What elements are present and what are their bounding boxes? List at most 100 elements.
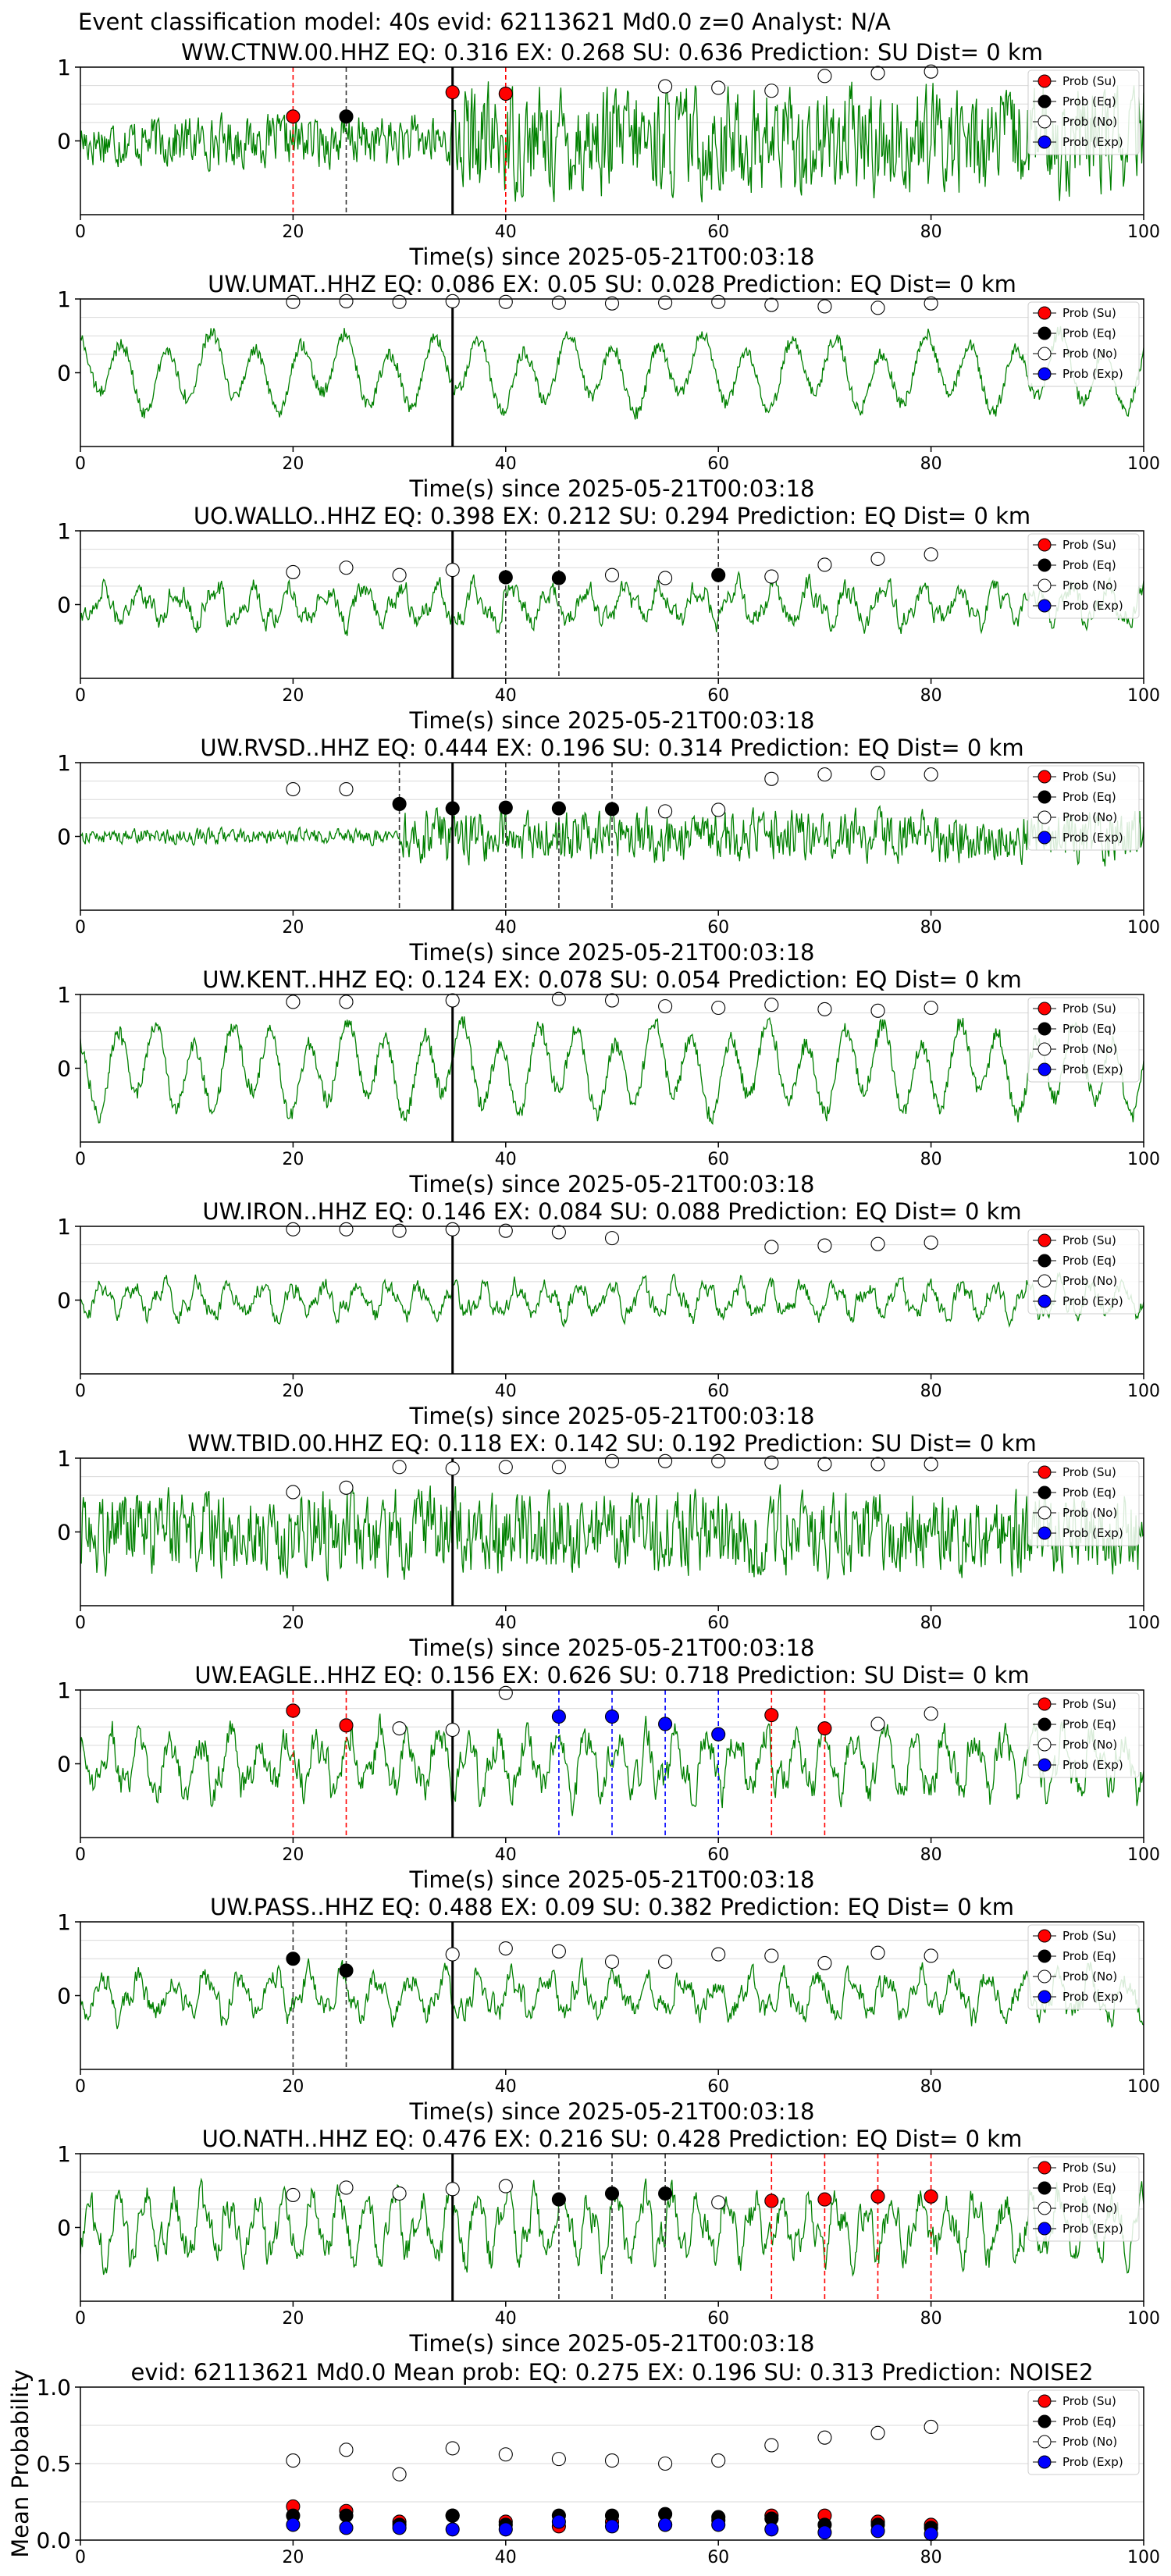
prob-point-no	[392, 568, 407, 582]
prob-point-no	[286, 2187, 301, 2202]
legend-marker-eq	[1038, 1717, 1052, 1731]
prob-point-no	[498, 2447, 513, 2462]
prob-point-eq	[551, 801, 566, 816]
waveform-trace	[80, 570, 1144, 636]
prob-point-no	[551, 1460, 566, 1475]
x-tick-label: 20	[282, 1150, 304, 1169]
legend-label-no: Prob (No)	[1062, 2201, 1117, 2215]
panel-0: 0 20 40 60 80 100 0 1 WW.CTNW.00.HHZ EQ: 0.316 E…	[57, 39, 1160, 270]
legend-frame	[1027, 69, 1140, 155]
legend-label-eq: Prob (Eq)	[1062, 1254, 1116, 1268]
x-tick-label: 20	[282, 2548, 304, 2567]
legend-marker-eq	[1038, 790, 1052, 804]
waveform-trace	[80, 1272, 1144, 1328]
legend-label-no: Prob (No)	[1062, 2435, 1117, 2449]
x-axis-label: Time(s) since 2025-05-21T00:03:18	[409, 1171, 815, 1197]
x-tick-label: 100	[1127, 2548, 1160, 2567]
prob-point-no	[445, 1947, 460, 1962]
waveform-trace	[80, 1484, 1144, 1582]
prob-point-no	[764, 2438, 779, 2453]
prob-point-no	[445, 2182, 460, 2197]
legend-label-exp: Prob (Exp)	[1062, 2455, 1123, 2469]
legend-marker-eq	[1038, 1022, 1052, 1036]
prob-point-no	[551, 2452, 566, 2467]
legend-marker-exp	[1038, 2455, 1052, 2469]
legend-marker-eq	[1038, 1485, 1052, 1500]
legend: Prob (Su) Prob (Eq) Prob (No) Prob (Exp)	[1027, 2389, 1140, 2475]
prob-point-exp	[286, 2517, 301, 2532]
prob-point-no	[286, 2453, 301, 2468]
prob-point-no	[604, 296, 620, 311]
panel-8: 0 20 40 60 80 100 0 1 UW.PASS..HHZ EQ: 0.488 EX:…	[57, 1894, 1160, 2125]
y-tick-label: 1	[57, 2141, 71, 2167]
prob-point-no	[498, 1941, 513, 1956]
prob-point-no	[604, 1954, 620, 1969]
legend-frame	[1027, 2389, 1140, 2475]
y-tick-label: 0	[57, 1984, 71, 2009]
prob-point-no	[445, 2441, 460, 2456]
prob-point-no	[764, 569, 779, 584]
y-tick-label: 0	[57, 1288, 71, 1314]
prob-point-no	[445, 1722, 460, 1738]
prob-point-no	[817, 1955, 832, 1970]
prob-point-no	[339, 2180, 354, 2195]
legend-marker-no	[1038, 1969, 1052, 1984]
legend-marker-su	[1038, 770, 1052, 784]
legend-label-exp: Prob (Exp)	[1062, 1294, 1123, 1308]
waveform-trace	[80, 326, 1144, 420]
legend: Prob (Su) Prob (Eq) Prob (No) Prob (Exp)	[1027, 1692, 1140, 1778]
prob-point-exp	[604, 2519, 620, 2534]
legend-marker-no	[1038, 2201, 1052, 2215]
legend-label-su: Prob (Su)	[1062, 770, 1116, 784]
legend-marker-su	[1038, 2394, 1052, 2408]
x-tick-label: 100	[1127, 1845, 1160, 1865]
y-tick-label: 1	[57, 55, 71, 80]
x-tick-label: 80	[920, 454, 942, 474]
y-tick-label: 0	[57, 129, 71, 155]
prob-point-no	[604, 568, 620, 582]
prob-point-no	[870, 301, 885, 315]
prob-point-eq	[604, 2186, 620, 2201]
legend-label-su: Prob (Su)	[1062, 1929, 1116, 1943]
x-tick-label: 100	[1127, 2309, 1160, 2329]
x-tick-label: 20	[282, 918, 304, 938]
x-axis-label: Time(s) since 2025-05-21T00:03:18	[409, 1866, 815, 1893]
x-tick-label: 60	[707, 222, 729, 242]
legend-marker-eq	[1038, 1949, 1052, 1963]
prob-point-eq	[551, 2192, 566, 2207]
legend-label-su: Prob (Su)	[1062, 1002, 1116, 1016]
x-tick-label: 80	[920, 1845, 942, 1865]
legend-label-no: Prob (No)	[1062, 1738, 1117, 1752]
prob-point-no	[817, 1238, 832, 1253]
legend-label-no: Prob (No)	[1062, 1042, 1117, 1056]
panel-6: 0 20 40 60 80 100 0 1 WW.TBID.00.HHZ EQ: 0.118 E…	[57, 1430, 1160, 1661]
x-tick-label: 40	[495, 1845, 517, 1865]
legend-label-exp: Prob (Exp)	[1062, 2222, 1123, 2236]
prob-point-no	[658, 295, 673, 310]
x-tick-label: 40	[495, 1614, 517, 1633]
legend-label-su: Prob (Su)	[1062, 1697, 1116, 1711]
prob-point-exp	[551, 2514, 566, 2529]
x-tick-label: 80	[920, 1382, 942, 1401]
x-tick-label: 20	[282, 1614, 304, 1633]
prob-point-no	[817, 299, 832, 314]
x-tick-label: 0	[75, 686, 86, 706]
legend-label-su: Prob (Su)	[1062, 2394, 1116, 2408]
y-tick-label: 0.0	[36, 2528, 71, 2553]
y-tick-label: 1	[57, 1909, 71, 1935]
waveform-trace	[80, 81, 1144, 203]
prob-point-no	[924, 547, 938, 562]
prob-point-no	[764, 1455, 779, 1470]
x-tick-label: 40	[495, 222, 517, 242]
prob-point-no	[870, 551, 885, 566]
y-tick-label: 1	[57, 518, 71, 544]
x-axis-label: Time(s) since 2025-05-21T00:03:18	[409, 2098, 815, 2125]
legend-label-su: Prob (Su)	[1062, 306, 1116, 320]
waveform-trace	[80, 1957, 1144, 2030]
y-tick-label: 0	[57, 824, 71, 850]
legend-label-su: Prob (Su)	[1062, 2161, 1116, 2175]
prob-point-no	[339, 560, 354, 575]
panel-title: WW.CTNW.00.HHZ EQ: 0.316 EX: 0.268 SU: 0…	[181, 39, 1043, 66]
prob-point-su	[817, 2192, 832, 2207]
y-tick-label: 0	[57, 361, 71, 386]
